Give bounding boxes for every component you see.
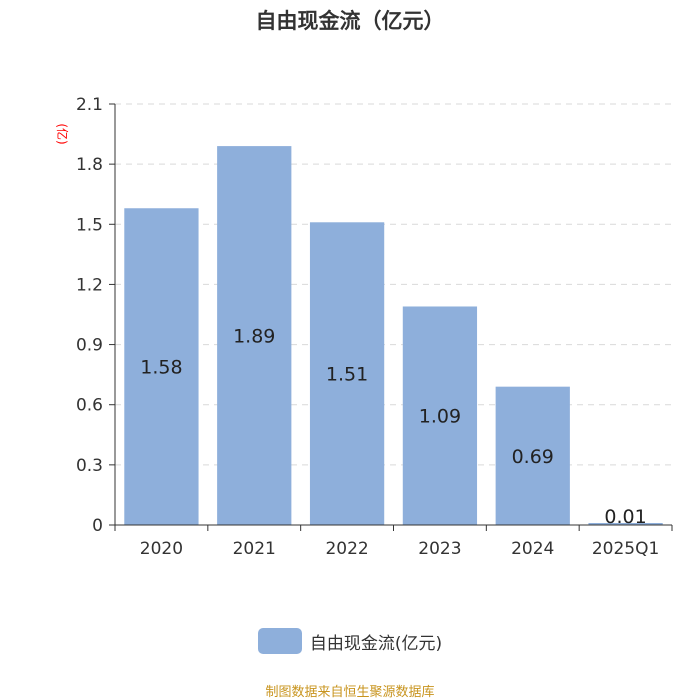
y-tick-label: 0.3 — [76, 456, 103, 476]
x-tick-label: 2023 — [418, 539, 461, 559]
data-label: 0.01 — [604, 506, 646, 528]
data-label: 1.58 — [140, 357, 182, 379]
x-tick-label: 2022 — [325, 539, 368, 559]
source-note: 制图数据来自恒生聚源数据库 — [265, 685, 435, 700]
bar-2023[interactable] — [402, 306, 478, 525]
bar-2020[interactable] — [124, 208, 199, 525]
bar-2025Q1[interactable] — [588, 522, 663, 525]
y-tick-label: 0.9 — [76, 336, 103, 356]
axes: 0 0.3 0.6 0.9 1.2 1.5 1.8 2.1 2020 2021 2022 2023 20… — [76, 95, 673, 559]
chart-title: 自由现金流（亿元） — [255, 9, 445, 33]
y-axis-title: (亿) — [55, 123, 70, 144]
data-labels: 1.58 1.89 1.51 1.09 0.69 0.01 — [140, 326, 646, 528]
bar-2022[interactable] — [309, 222, 385, 525]
y-tick-label: 0 — [92, 516, 103, 536]
x-tick-label: 2020 — [140, 539, 183, 559]
data-label: 1.89 — [233, 326, 275, 348]
legend-label: 自由现金流(亿元) — [309, 633, 443, 654]
data-label: 1.51 — [326, 364, 368, 386]
data-label: 1.09 — [419, 406, 461, 428]
legend[interactable]: 自由现金流(亿元) — [0, 628, 700, 654]
bars — [124, 146, 663, 525]
legend-swatch — [257, 628, 302, 654]
bar-2021[interactable] — [217, 146, 292, 525]
y-tick-label: 1.8 — [76, 155, 103, 175]
x-tick-label: 2025Q1 — [592, 539, 659, 559]
bar-2024[interactable] — [495, 386, 570, 525]
y-tick-label: 0.6 — [76, 396, 103, 416]
x-tick-label: 2024 — [511, 539, 554, 559]
data-label: 0.69 — [512, 446, 554, 468]
grid-lines — [115, 103, 672, 466]
y-tick-label: 1.5 — [76, 215, 103, 235]
x-tick-label: 2021 — [233, 539, 276, 559]
y-tick-label: 1.2 — [76, 275, 103, 295]
y-tick-label: 2.1 — [76, 95, 103, 115]
